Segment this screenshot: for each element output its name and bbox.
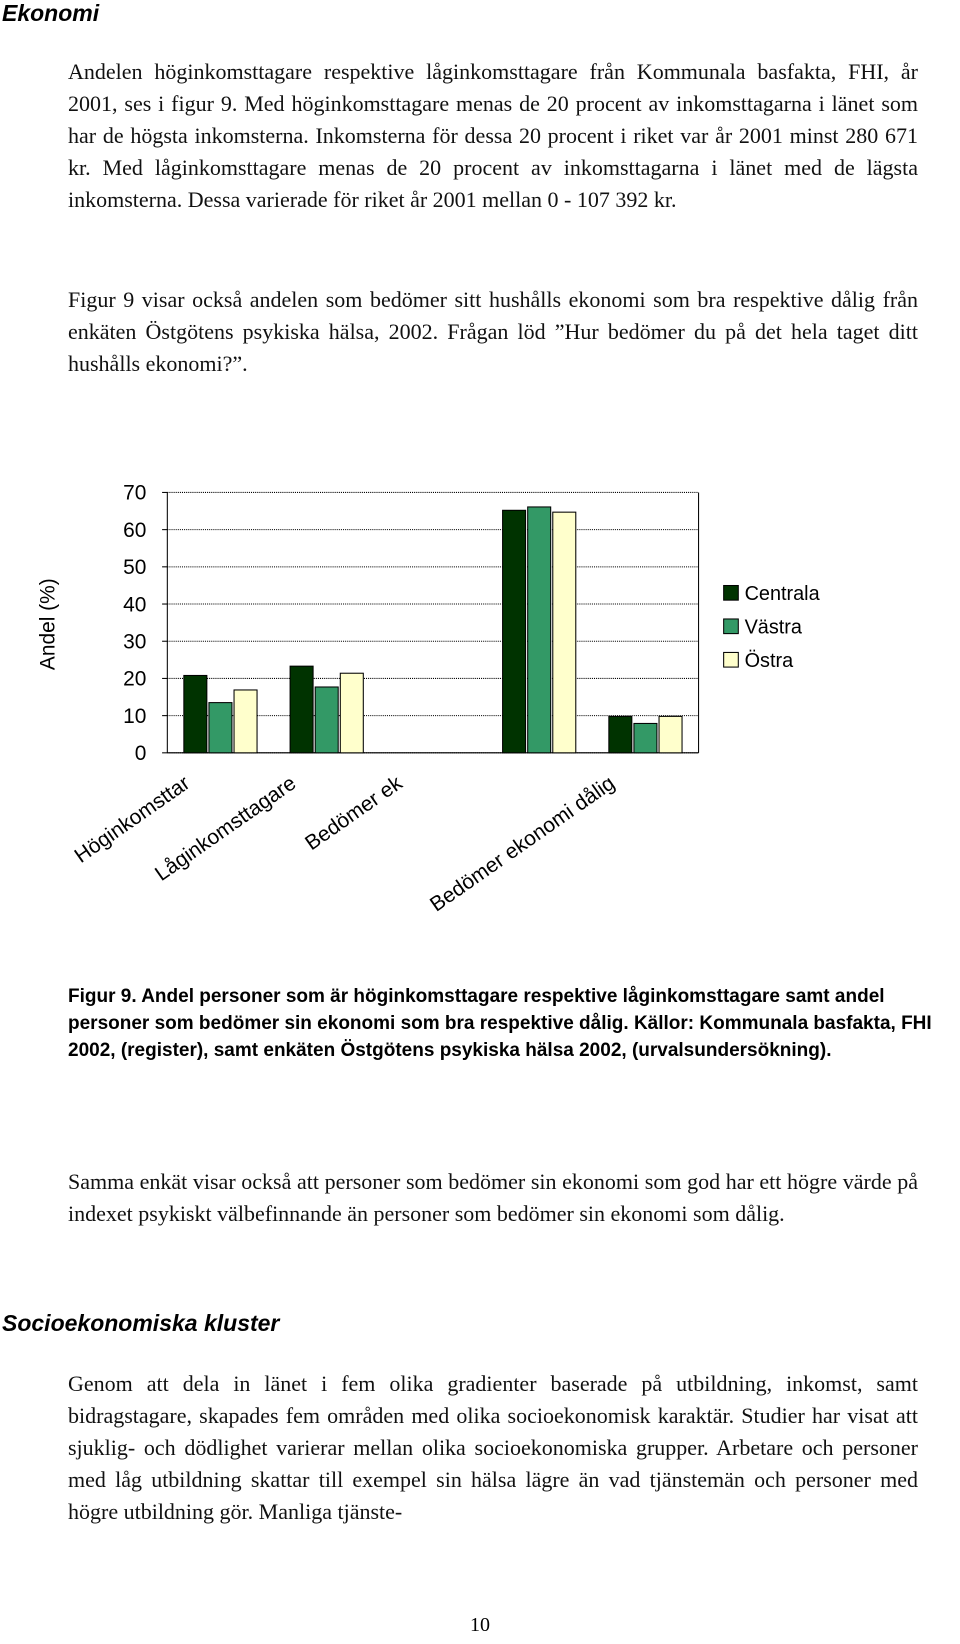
paragraph: Genom att dela in länet i fem olika grad…: [68, 1371, 918, 1524]
bar: [233, 689, 258, 754]
bar: [552, 511, 577, 754]
x-tick-label: Bedömer ek: [301, 771, 407, 855]
bar: [608, 715, 633, 754]
legend-label: Östra: [745, 650, 795, 672]
bar: [183, 674, 208, 754]
y-tick-label: 40: [123, 593, 146, 616]
bar: [289, 665, 314, 754]
bar: [339, 672, 364, 754]
legend-swatch: [723, 618, 739, 635]
bar: [658, 715, 683, 754]
y-tick-label: 70: [123, 482, 146, 505]
bar: [502, 509, 527, 754]
y-tick-label: 50: [123, 556, 146, 579]
legend-swatch: [723, 584, 739, 601]
heading: Socioekonomiska kluster: [2, 1310, 280, 1336]
y-tick-label: 30: [123, 631, 146, 654]
page-number: 10: [470, 1614, 490, 1636]
heading: Ekonomi: [2, 0, 100, 26]
y-tick-label: 10: [123, 705, 146, 728]
caption: Figur 9. Andel personer som är höginkoms…: [68, 986, 932, 1061]
paragraph: Figur 9 visar också andelen som bedömer …: [68, 287, 918, 376]
paragraph: Samma enkät visar också att personer som…: [68, 1169, 918, 1226]
bar: [208, 702, 233, 754]
chart: Andel (%) 010203040506070HöginkomsttarLå…: [36, 482, 821, 917]
bar: [314, 686, 339, 754]
x-tick-label: Bedömer ekonomi dålig: [426, 772, 619, 917]
paragraph: Andelen höginkomsttagare respektive lågi…: [68, 59, 918, 212]
y-axis-label: Andel (%): [36, 578, 59, 670]
legend-label: Centrala: [745, 583, 821, 605]
y-tick-label: 20: [123, 668, 146, 691]
y-tick-label: 0: [135, 742, 147, 765]
legend-swatch: [723, 651, 739, 668]
bar: [633, 722, 658, 754]
legend-label: Västra: [745, 617, 803, 639]
bar: [527, 506, 552, 754]
y-tick-label: 60: [123, 519, 146, 542]
